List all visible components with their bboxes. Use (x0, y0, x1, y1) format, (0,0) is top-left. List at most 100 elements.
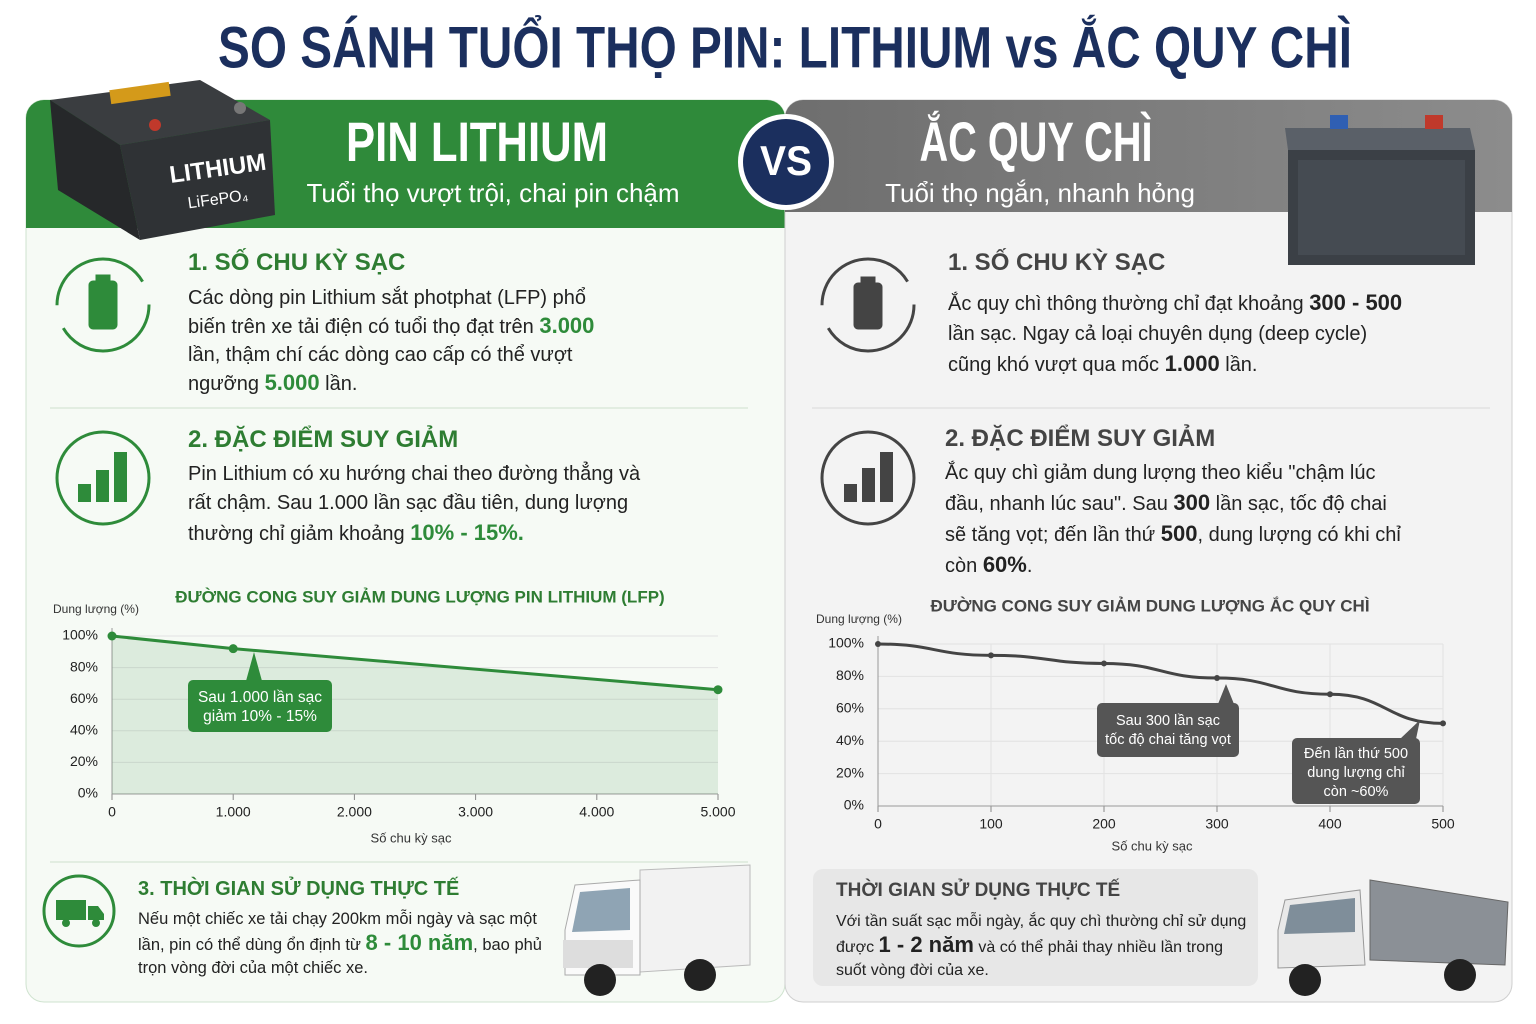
y-tick-label: 0% (78, 785, 98, 801)
right-subtitle: Tuổi thọ ngắn, nhanh hỏng (885, 178, 1195, 208)
x-tick-label: 0 (874, 816, 882, 832)
y-tick-label: 100% (828, 635, 864, 651)
section-heading: 2. ĐẶC ĐIỂM SUY GIẢM (188, 426, 459, 453)
body-text: Các dòng pin Lithium sắt photphat (LFP) … (188, 287, 587, 338)
section-body: Nếu một chiếc xe tải chạy 200km mỗi ngày… (138, 908, 558, 980)
cycle-icon (55, 257, 151, 353)
x-tick-label: 3.000 (458, 804, 493, 820)
callout (1097, 703, 1239, 757)
x-tick-label: 400 (1318, 816, 1342, 832)
section-body: Pin Lithium có xu hướng chai theo đường … (188, 460, 658, 549)
truck-icon (42, 874, 116, 948)
callout-tip (1218, 684, 1234, 704)
bars-icon (55, 430, 151, 526)
left-heading: PIN LITHIUM (346, 110, 608, 173)
callout-text: còn ~60% (1324, 784, 1389, 800)
left-subtitle: Tuổi thọ vượt trội, chai pin chậm (306, 178, 680, 208)
x-tick-label: 200 (1092, 816, 1116, 832)
electric-truck (563, 864, 751, 996)
highlight: 500 (1160, 521, 1198, 546)
body-text: Pin Lithium có xu hướng chai theo đường … (188, 463, 641, 545)
x-axis-label: Số chu kỳ sạc (371, 830, 452, 845)
callout-text: dung lượng chỉ (1307, 765, 1405, 781)
x-tick-label: 500 (1431, 816, 1455, 832)
y-tick-label: 80% (836, 667, 864, 683)
section-heading: 1. SỐ CHU KỲ SẠC (188, 249, 406, 276)
section-body: Các dòng pin Lithium sắt photphat (LFP) … (188, 284, 613, 398)
callout-tip (246, 652, 262, 681)
bars-icon (820, 430, 916, 526)
callout-text: Đến lần thứ 500 (1304, 746, 1408, 762)
section-heading: 1. SỐ CHU KỲ SẠC (948, 249, 1166, 276)
callout (188, 680, 332, 732)
y-tick-label: 60% (836, 700, 864, 716)
y-tick-label: 0% (844, 797, 864, 813)
body-text: . (1026, 555, 1033, 577)
x-tick-label: 300 (1205, 816, 1229, 832)
lead-battery (1285, 115, 1475, 265)
point (875, 641, 881, 647)
body-text: Với tần suất sạc mỗi ngày, ắc quy chì th… (836, 913, 1247, 956)
y-tick-label: 80% (70, 658, 98, 674)
y-tick-label: 40% (836, 732, 864, 748)
chart-title: ĐƯỜNG CONG SUY GIẢM DUNG LƯỢNG ẮC QUY CH… (930, 596, 1369, 615)
y-tick-label: 20% (836, 764, 864, 780)
body-text: Nếu một chiếc xe tải chạy 200km mỗi ngày… (138, 910, 537, 954)
page-title: SO SÁNH TUỔI THỌ PIN: LITHIUM vs ẮC QUY … (218, 15, 1352, 80)
y-tick-label: 100% (62, 627, 98, 643)
body-text: và có thể phải thay nhiều lần trong suốt… (836, 939, 1223, 979)
point (228, 644, 238, 654)
section-body: Ắc quy chì giảm dung lượng theo kiểu "ch… (945, 459, 1405, 581)
body-text: , bao phủ trọn vòng đời của một chiếc xe… (138, 936, 542, 977)
body-text: lần sạc, tốc độ chai sẽ tăng vọt; đến lầ… (945, 493, 1387, 546)
highlight: 300 - 500 (1309, 290, 1403, 315)
lithium-battery: LITHIUM LiFePO₄ (50, 80, 275, 240)
body-text: lần. (1219, 354, 1258, 376)
callout-text: Sau 1.000 lần sạc (198, 689, 322, 706)
y-axis-label: Dung lượng (%) (53, 602, 139, 616)
highlight: 3.000 (539, 313, 595, 338)
usage-box (813, 869, 1258, 986)
y-tick-label: 20% (70, 753, 98, 769)
x-tick-label: 1.000 (216, 804, 251, 820)
body-text: lần sạc. Ngay cả loại chuyên dụng (deep … (948, 323, 1368, 376)
callout-text: Sau 300 lần sạc (1116, 713, 1220, 729)
y-tick-label: 40% (70, 722, 98, 738)
section-heading: 3. THỜI GIAN SỬ DỤNG THỰC TẾ (138, 878, 460, 900)
highlight: 1.000 (1164, 351, 1220, 376)
chart-title: ĐƯỜNG CONG SUY GIẢM DUNG LƯỢNG PIN LITHI… (175, 587, 664, 606)
callout-tip (1400, 720, 1420, 739)
body-text: lần, thậm chí các dòng cao cấp có thể vư… (188, 344, 573, 395)
callout-text: giảm 10% - 15% (203, 708, 317, 725)
lead-truck (1277, 879, 1509, 996)
x-tick-label: 5.000 (700, 804, 735, 820)
point (1214, 675, 1220, 682)
point (107, 631, 117, 641)
line (877, 642, 1444, 725)
highlight: 60% (982, 552, 1027, 577)
x-tick-label: 4.000 (579, 804, 614, 820)
body-text: , dung lượng có khi chỉ còn (945, 524, 1401, 577)
callout-text: tốc độ chai tăng vọt (1105, 732, 1231, 748)
point (988, 652, 994, 659)
vs-badge (743, 119, 829, 205)
x-tick-label: 2.000 (337, 804, 372, 820)
body-text: Ắc quy chì giảm dung lượng theo kiểu "ch… (945, 462, 1376, 515)
vs-label: VS (760, 137, 812, 184)
x-tick-label: 0 (108, 804, 116, 820)
body-text: lần. (319, 373, 358, 395)
area-fill (112, 636, 718, 794)
section-heading: THỜI GIAN SỬ DỤNG THỰC TẾ (836, 880, 1121, 901)
y-tick-label: 60% (70, 690, 98, 706)
point (1440, 720, 1446, 727)
point (713, 685, 723, 695)
highlight: 10% - 15%. (410, 520, 524, 545)
highlight: 300 (1173, 490, 1211, 515)
callout (1292, 738, 1420, 804)
point (1101, 660, 1107, 667)
cycle-icon (820, 257, 916, 353)
highlight: 8 - 10 năm (365, 930, 474, 955)
highlight: 5.000 (264, 370, 320, 395)
